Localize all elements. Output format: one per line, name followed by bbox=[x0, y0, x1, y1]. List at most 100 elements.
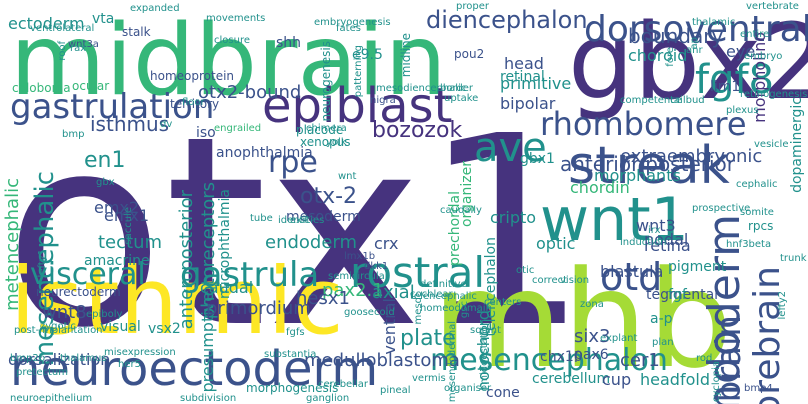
word-pou2: pou2 bbox=[454, 47, 485, 61]
word-organiser: organiser bbox=[444, 383, 492, 394]
word-cone: cone bbox=[486, 385, 520, 401]
word-dopaminergic: dopaminergic bbox=[789, 97, 805, 194]
word-vision: vision bbox=[560, 275, 590, 286]
word-crx: crx bbox=[374, 234, 399, 253]
word-subdivision: subdivision bbox=[180, 393, 237, 404]
word-hnf3beta: hnf3beta bbox=[726, 239, 772, 250]
word-embryogenesis: embryogenesis bbox=[314, 17, 391, 28]
word-gastrulation: gastrulation bbox=[10, 87, 215, 127]
word-nigra: nigra bbox=[370, 95, 396, 106]
word-placode: placode bbox=[296, 123, 344, 137]
word-gastrula: gastrula bbox=[180, 255, 320, 295]
word-identities: identities bbox=[278, 215, 325, 226]
word-midbrain: midbrain bbox=[10, 4, 447, 118]
word-pax2-1: pax2.1 bbox=[322, 280, 384, 301]
word-rhombomere: rhombomere bbox=[540, 105, 747, 143]
word-head: head bbox=[504, 54, 544, 73]
word-plate: plate bbox=[400, 326, 456, 351]
word-entire: entire bbox=[740, 29, 770, 40]
word-emx2: emx2 bbox=[94, 198, 140, 217]
word-zona: zona bbox=[580, 299, 604, 310]
word-cyclopia: cyclopia bbox=[711, 361, 722, 403]
word-caudal: caudal bbox=[200, 278, 254, 297]
word-epiboly: epiboly bbox=[86, 309, 123, 320]
word-vesicle: vesicle bbox=[754, 139, 789, 150]
word-endoderm: endoderm bbox=[265, 232, 358, 253]
word-anr: anr bbox=[686, 45, 703, 56]
word-wnt1: wnt1 bbox=[540, 185, 689, 255]
word-wnt: wnt bbox=[338, 171, 357, 182]
word-squint: squint bbox=[470, 325, 501, 336]
word-vsx2: vsx2 bbox=[148, 321, 181, 337]
word-fgf: fgf bbox=[668, 287, 687, 303]
word-coloboma: coloboma bbox=[12, 81, 71, 95]
word-gbx: gbx bbox=[96, 177, 115, 188]
word-six3: six3 bbox=[574, 326, 611, 347]
word-thalamus: thalamus bbox=[60, 353, 107, 364]
word-fgf8: fgf8 bbox=[695, 57, 775, 103]
word-pax6: pax6 bbox=[574, 347, 609, 363]
word-ocular: ocular bbox=[72, 79, 110, 93]
word-shh: shh bbox=[276, 35, 302, 51]
word-retinal: retinal bbox=[500, 69, 545, 85]
word-vermis: vermis bbox=[412, 373, 446, 384]
word-border: border bbox=[440, 83, 474, 94]
word-tailbud: tailbud bbox=[670, 95, 705, 106]
word-e9-5: e9.5 bbox=[352, 47, 383, 63]
word-semicircular: semicircular bbox=[328, 271, 389, 282]
word-ave: ave bbox=[474, 125, 547, 171]
word-cerebellum: cerebellum bbox=[532, 371, 611, 387]
word-prospective: prospective bbox=[692, 203, 751, 214]
word-blastula: blastula bbox=[600, 262, 664, 281]
word-territory: territory bbox=[170, 97, 220, 111]
word-lmx1b: lmx1b bbox=[344, 251, 376, 262]
word-bmp: bmp bbox=[62, 129, 85, 140]
word-bmp2b: bmp2b bbox=[10, 353, 46, 364]
word-mhb: mhb bbox=[432, 242, 733, 398]
word-irx: irx bbox=[648, 225, 661, 236]
word-fates: fates bbox=[336, 23, 361, 34]
word-hesx1: hesx1 bbox=[296, 288, 350, 309]
word-visual: visual bbox=[100, 319, 141, 335]
word-amacrine: amacrine bbox=[84, 253, 150, 269]
word-anterior-posterior: anterior-posterior bbox=[560, 152, 735, 176]
word-homeoprotein: homeoprotein bbox=[150, 69, 235, 83]
word-bipolar: bipolar bbox=[500, 94, 556, 113]
word-tectum: tectum bbox=[98, 232, 163, 253]
word-cerebellar: cerebellar bbox=[318, 379, 368, 390]
word-anophthalmia: anophthalmia bbox=[216, 145, 313, 161]
word-misexpression: misexpression bbox=[104, 347, 176, 358]
word-competence: competence bbox=[620, 95, 682, 106]
word-rostral: rostral bbox=[350, 248, 486, 297]
word-emx1: emx1 bbox=[104, 206, 150, 225]
word-caudally: caudally bbox=[440, 205, 482, 216]
word-plan: plan bbox=[652, 337, 674, 348]
word-anteroposterior: anteroposterior bbox=[176, 189, 197, 330]
word-yolk: yolk bbox=[326, 137, 347, 148]
word-somite: somite bbox=[740, 207, 774, 218]
word-nodal: nodal bbox=[644, 230, 689, 249]
word-retinogenesis: retinogenesis bbox=[740, 89, 808, 100]
word-retina: retina bbox=[644, 236, 691, 255]
word-vta: vta bbox=[92, 11, 115, 27]
word-wnt8: wnt8 bbox=[42, 302, 87, 323]
word-otx1: otx1 bbox=[4, 80, 589, 385]
word-substantia: substantia bbox=[264, 349, 317, 360]
word-cer1: cer1 bbox=[620, 350, 660, 371]
word-cup: cup bbox=[602, 370, 632, 389]
word-rax: rax bbox=[70, 43, 87, 54]
word-metencephalic: metencephalic bbox=[2, 177, 23, 311]
word-ganglion: ganglion bbox=[306, 393, 350, 404]
word-dorsoventral: dorsoventral bbox=[584, 9, 808, 50]
word-correct: correct bbox=[532, 275, 568, 286]
word-morphants: morphants bbox=[594, 166, 681, 185]
word-fore: fore bbox=[665, 47, 676, 67]
word-definitive: definitive bbox=[420, 279, 467, 290]
word-organizer: organizer bbox=[459, 161, 475, 228]
word-homeodomain: homeodomain bbox=[420, 303, 492, 314]
word-optic: optic bbox=[536, 234, 576, 253]
word-chimera: chimera bbox=[306, 123, 347, 134]
word-fgfs: fgfs bbox=[286, 327, 305, 338]
word-mesoderm: mesoderm bbox=[286, 209, 361, 225]
